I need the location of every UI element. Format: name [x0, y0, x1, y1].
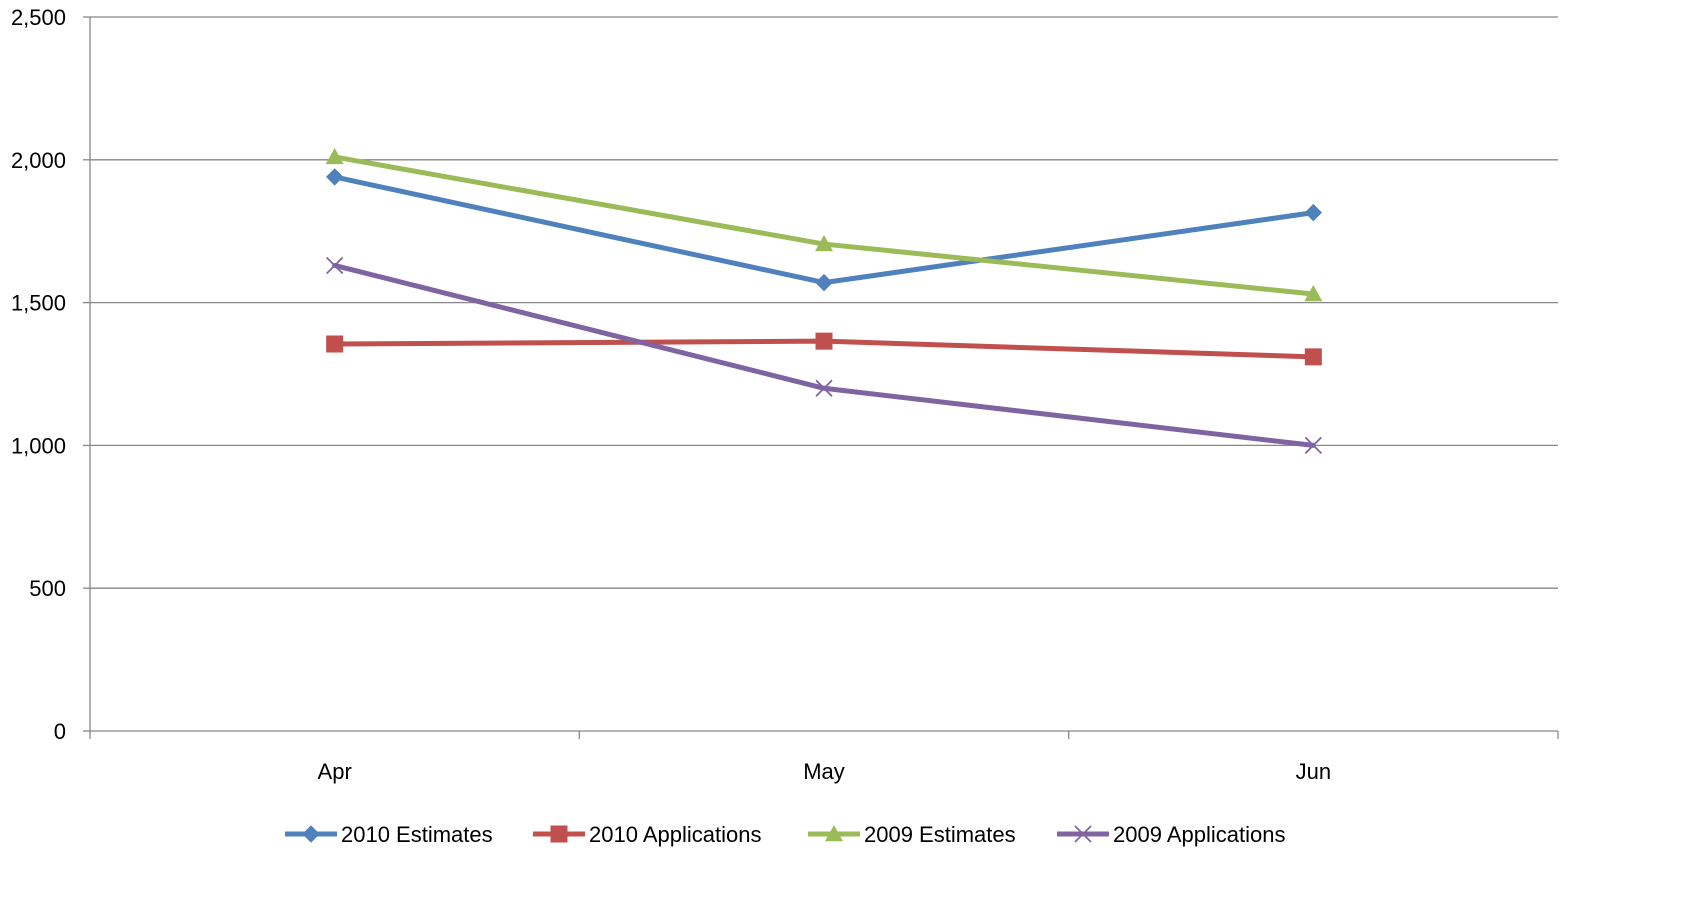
- series-line: [332, 154, 1316, 297]
- legend-item: 2009 Applications: [1057, 822, 1285, 847]
- legend: 2010 Estimates 2010 Applications 2009 Esti…: [285, 822, 1285, 847]
- data-point-x: [815, 379, 833, 397]
- y-tick-label: 0: [54, 719, 66, 744]
- data-point-x: [1304, 436, 1322, 455]
- data-point-diamond: [815, 273, 833, 292]
- x-tick-label: Jun: [1296, 759, 1331, 784]
- y-tick-label: 2,500: [11, 5, 66, 30]
- legend-label: 2010 Applications: [589, 822, 761, 847]
- series-2009-applications: [326, 256, 1322, 455]
- legend-label: 2010 Estimates: [341, 822, 493, 847]
- x-tick-label: May: [803, 759, 845, 784]
- legend-item: 2010 Estimates: [285, 822, 493, 847]
- legend-label: 2009 Applications: [1113, 822, 1285, 847]
- data-point-square: [815, 332, 833, 350]
- series-line: [332, 174, 1316, 286]
- gridlines: [90, 16, 1558, 589]
- y-tick-label: 1,500: [11, 291, 66, 316]
- y-tick-label: 1,000: [11, 433, 66, 458]
- data-point-legend-marker: [825, 825, 843, 842]
- x-tick-label: Apr: [318, 759, 352, 784]
- data-point-triangle: [815, 235, 833, 252]
- data-point-diamond: [1304, 203, 1323, 222]
- series-2010-applications: [326, 332, 1322, 366]
- data-point-square: [1304, 348, 1322, 366]
- y-tick-label: 2,000: [11, 148, 66, 173]
- data-point-legend-marker: [1074, 825, 1092, 843]
- legend-label: 2009 Estimates: [864, 822, 1016, 847]
- y-tick-label: 500: [29, 576, 66, 601]
- legend-item: 2009 Estimates: [808, 822, 1016, 847]
- data-point-triangle: [325, 147, 344, 165]
- series-line: [332, 262, 1316, 448]
- series-2009-estimates: [325, 147, 1323, 302]
- data-point-square: [326, 335, 344, 353]
- data-point-x: [326, 256, 344, 275]
- data-point-legend-marker: [550, 825, 568, 843]
- series: [325, 147, 1323, 455]
- data-point-legend-marker: [302, 825, 320, 843]
- legend-item: 2010 Applications: [533, 822, 761, 847]
- series-2010-estimates: [325, 168, 1323, 292]
- axes: 0 500 1,000 1,500 2,000 2,500 Apr May Jun: [11, 5, 1559, 784]
- data-point-triangle: [1304, 285, 1323, 302]
- data-point-diamond: [325, 168, 344, 186]
